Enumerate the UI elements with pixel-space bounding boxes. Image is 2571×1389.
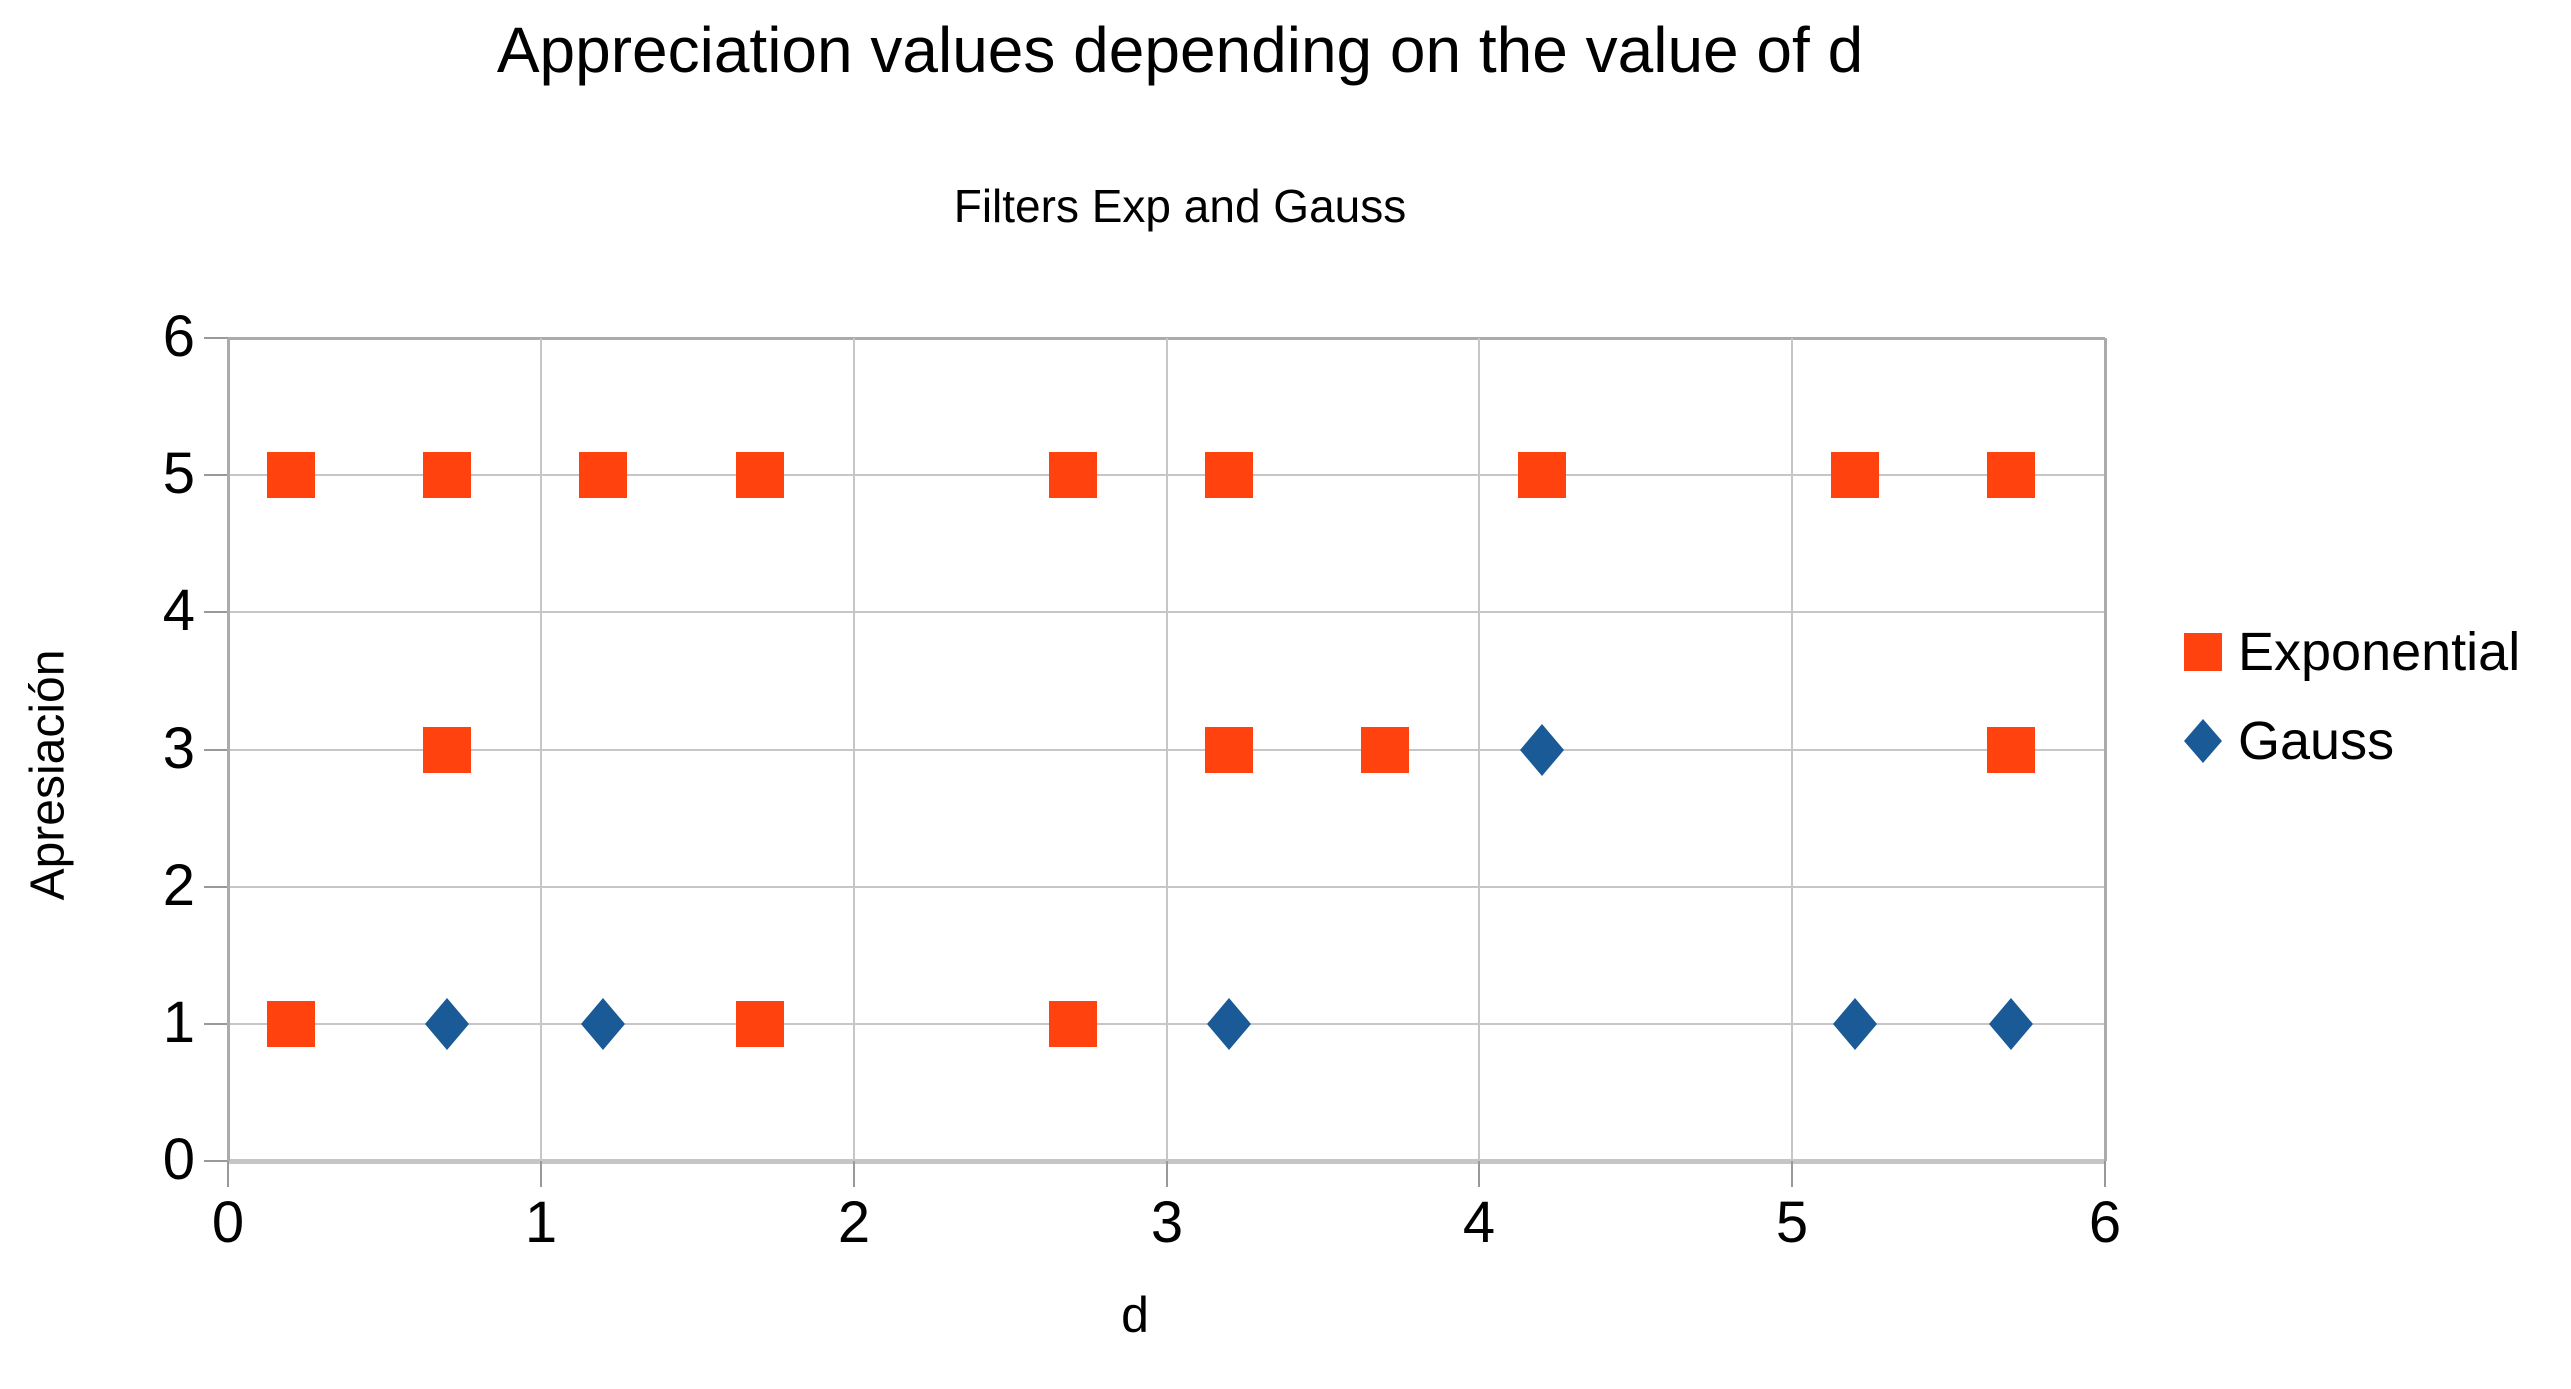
chart-title: Appreciation values depending on the val… bbox=[496, 14, 1864, 86]
x-tick bbox=[227, 1161, 229, 1187]
gauss-point-marker bbox=[1520, 724, 1564, 776]
y-tick bbox=[204, 1023, 228, 1025]
y-tick-label: 4 bbox=[162, 578, 195, 644]
x-tick-label: 5 bbox=[1775, 1190, 1809, 1255]
legend-item-exponential: Exponential bbox=[2184, 622, 2520, 682]
x-tick-label: 3 bbox=[1150, 1190, 1184, 1255]
x-tick-label: 1 bbox=[524, 1190, 558, 1255]
exponential-point-marker bbox=[423, 727, 471, 773]
x-tick bbox=[853, 1161, 855, 1187]
y-tick-label: 5 bbox=[162, 440, 195, 506]
y-tick bbox=[204, 886, 228, 888]
y-tick bbox=[204, 611, 228, 613]
v-gridline bbox=[2104, 338, 2107, 1161]
exponential-square-icon bbox=[2184, 633, 2222, 671]
exponential-point-marker bbox=[1987, 727, 2035, 773]
y-tick bbox=[204, 749, 228, 751]
v-gridline bbox=[853, 338, 855, 1161]
x-tick bbox=[1166, 1161, 1168, 1187]
y-tick bbox=[204, 474, 228, 476]
gauss-point-marker bbox=[581, 998, 625, 1050]
v-gridline bbox=[540, 338, 542, 1161]
exponential-point-marker bbox=[423, 452, 471, 498]
x-tick-label: 0 bbox=[211, 1190, 245, 1255]
y-tick-label: 3 bbox=[162, 715, 195, 781]
gauss-point-marker bbox=[1833, 998, 1877, 1050]
exponential-point-marker bbox=[267, 452, 315, 498]
gauss-point-marker bbox=[1989, 998, 2033, 1050]
exponential-point-marker bbox=[1205, 452, 1253, 498]
x-tick-label: 4 bbox=[1462, 1190, 1496, 1255]
legend-label-exponential: Exponential bbox=[2238, 622, 2521, 682]
exponential-point-marker bbox=[1831, 452, 1879, 498]
exponential-point-marker bbox=[1049, 1001, 1097, 1047]
exponential-point-marker bbox=[267, 1001, 315, 1047]
y-tick-label: 6 bbox=[162, 303, 195, 369]
v-gridline bbox=[1166, 338, 1168, 1161]
x-axis-title: d bbox=[1121, 1287, 1149, 1343]
exponential-point-marker bbox=[1987, 452, 2035, 498]
gauss-point-marker bbox=[1207, 998, 1251, 1050]
y-tick bbox=[204, 337, 228, 339]
x-tick bbox=[1478, 1161, 1480, 1187]
x-tick-label: 2 bbox=[837, 1190, 871, 1255]
legend-item-gauss: Gauss bbox=[2184, 711, 2520, 771]
x-tick-label: 6 bbox=[2088, 1190, 2122, 1255]
exponential-point-marker bbox=[1361, 727, 1409, 773]
exponential-point-marker bbox=[579, 452, 627, 498]
chart-subtitle: Filters Exp and Gauss bbox=[953, 180, 1407, 232]
exponential-point-marker bbox=[736, 1001, 784, 1047]
y-axis-line bbox=[227, 338, 230, 1161]
legend-label-gauss: Gauss bbox=[2238, 711, 2395, 771]
v-gridline bbox=[1478, 338, 1480, 1161]
gauss-diamond-icon bbox=[2184, 719, 2222, 763]
y-tick bbox=[204, 1160, 228, 1162]
gauss-point-marker bbox=[425, 998, 469, 1050]
legend: Exponential Gauss bbox=[2184, 622, 2520, 800]
y-tick-label: 1 bbox=[162, 989, 195, 1055]
exponential-point-marker bbox=[1049, 452, 1097, 498]
exponential-point-marker bbox=[736, 452, 784, 498]
y-tick-label: 2 bbox=[162, 852, 195, 918]
v-gridline bbox=[1791, 338, 1793, 1161]
y-tick-label: 0 bbox=[162, 1126, 195, 1192]
x-tick bbox=[2104, 1161, 2106, 1187]
exponential-point-marker bbox=[1518, 452, 1566, 498]
x-tick bbox=[1791, 1161, 1793, 1187]
x-tick bbox=[540, 1161, 542, 1187]
exponential-point-marker bbox=[1205, 727, 1253, 773]
